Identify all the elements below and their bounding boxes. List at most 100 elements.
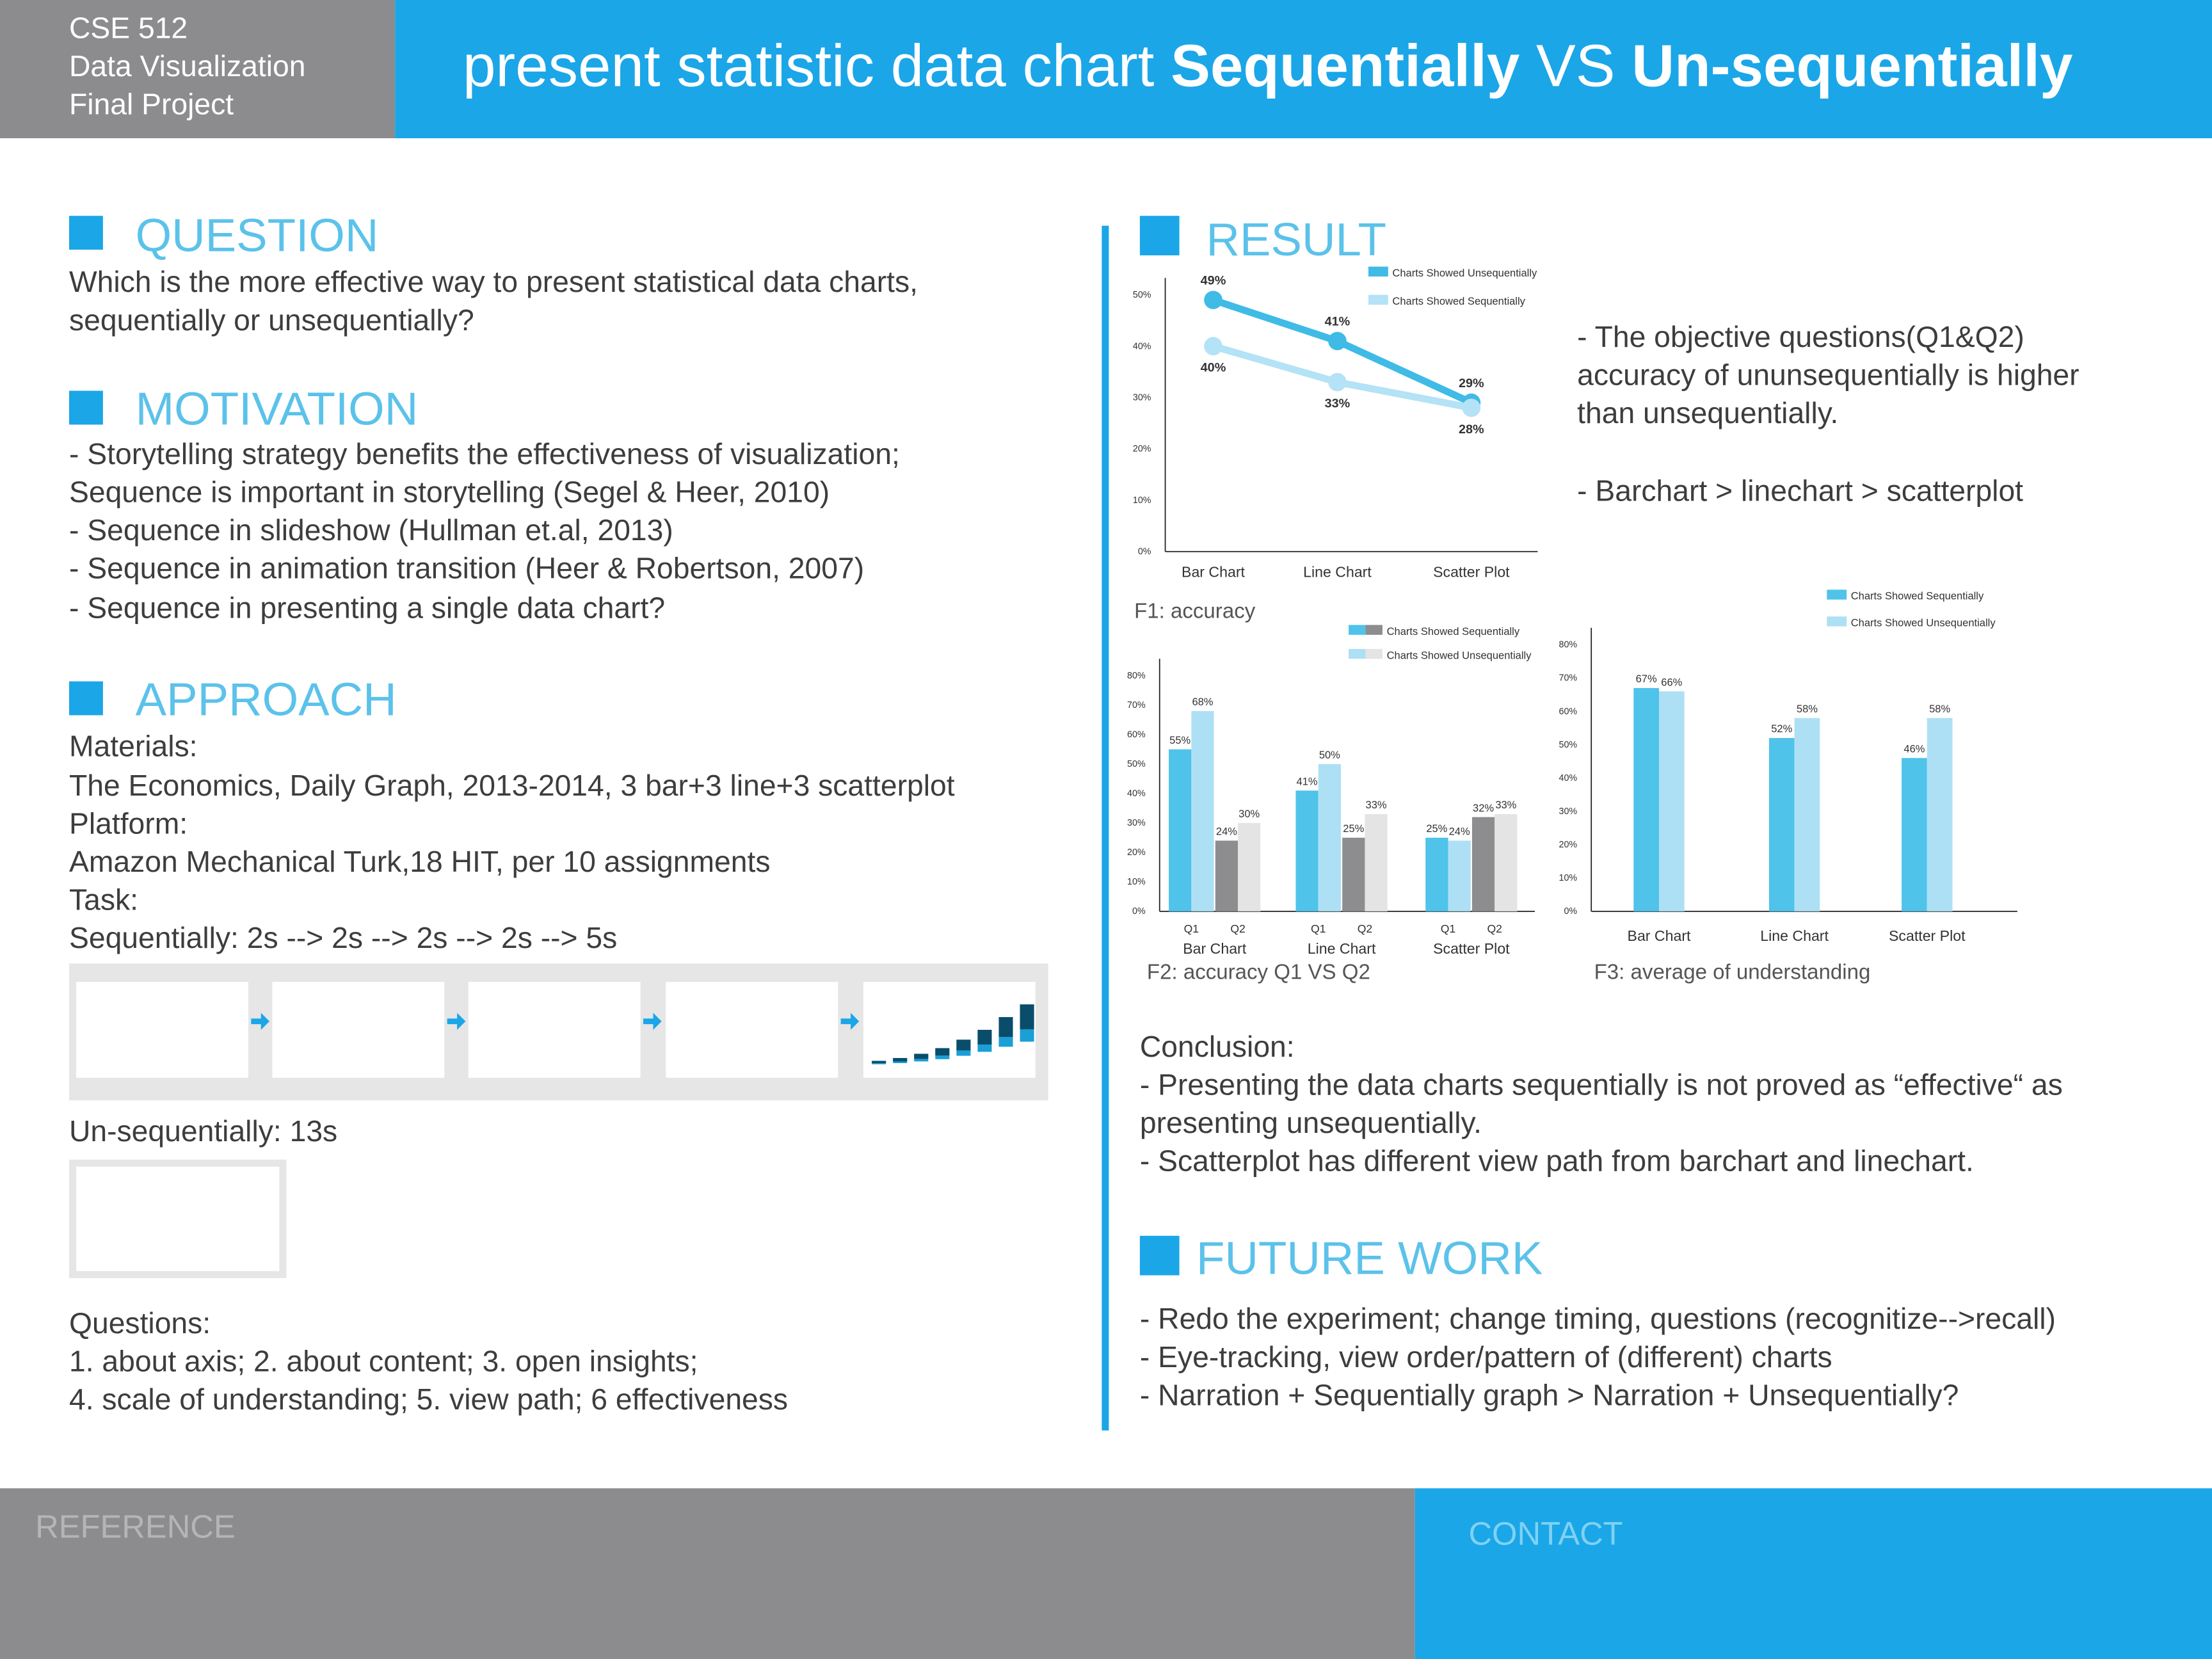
text-line: - Sequence in presenting a single data c…	[69, 591, 665, 624]
text-line: 1. about axis; 2. about content; 3. open…	[69, 1344, 698, 1377]
y-tick-label: 10%	[1559, 873, 1578, 883]
thumb-bar	[998, 1017, 1013, 1037]
value-label: 33%	[1366, 799, 1387, 811]
y-tick-label: 70%	[1559, 673, 1578, 684]
icon	[69, 216, 103, 250]
bar	[1927, 717, 1953, 911]
course: Final Project	[69, 88, 234, 121]
thumb-panel	[666, 982, 838, 1078]
divider	[1102, 225, 1109, 1431]
value-label: 50%	[1319, 749, 1340, 761]
y-tick-label: 0%	[1138, 547, 1151, 557]
y-tick-label: 60%	[1559, 707, 1578, 717]
thumb-panel	[272, 982, 445, 1078]
y-tick-label: 20%	[1559, 840, 1578, 850]
text-lines: Which is the more effective way to prese…	[35, 265, 2079, 1641]
value-label: 28%	[1459, 422, 1484, 437]
legend-label: Charts Showed Unsequentially	[1387, 649, 1532, 661]
arrow	[643, 1013, 662, 1030]
y-tick-label: 50%	[1127, 759, 1146, 769]
value-label: 24%	[1216, 826, 1237, 838]
y-tick-label: 60%	[1127, 730, 1146, 740]
x-tick-label: Bar Chart	[1182, 563, 1246, 580]
charts: 0% 10% 20% 30% 40% 50% Bar Chart Line Chart Scat…	[1127, 266, 2017, 984]
point	[1328, 332, 1347, 351]
sub-label: Q2	[1230, 922, 1246, 935]
bar	[1471, 817, 1495, 911]
caption: F1: accuracy	[1134, 599, 1256, 623]
course-box	[0, 0, 396, 138]
legend-swatch	[1368, 266, 1388, 276]
sub-label: Q1	[1184, 922, 1199, 935]
value-label: 41%	[1325, 315, 1350, 329]
y-tick-label: 40%	[1559, 773, 1578, 783]
legend-swatch	[1368, 294, 1388, 305]
legend-label: Charts Showed Sequentially	[1392, 295, 1525, 307]
title: present statistic data chart Sequentiall…	[463, 32, 2073, 99]
bar	[1342, 837, 1365, 911]
bar	[1768, 738, 1795, 911]
thumb-bar	[1020, 1004, 1034, 1030]
x-tick-label: Line Chart	[1308, 940, 1376, 957]
contact-heading: CONTACT	[1468, 1515, 1623, 1551]
x-tick-label: Bar Chart	[1628, 927, 1692, 944]
y-tick-label: 80%	[1127, 671, 1146, 681]
text-line: than unsequentially.	[1577, 396, 1838, 429]
arrow	[251, 1013, 269, 1030]
y-tick-label: 30%	[1559, 806, 1578, 817]
value-label: 55%	[1169, 734, 1190, 746]
value-label: 67%	[1636, 673, 1657, 685]
bar	[1365, 814, 1388, 911]
point	[1204, 291, 1222, 310]
thumb-bar	[893, 1058, 908, 1062]
y-tick-label: 10%	[1133, 495, 1151, 506]
value-label: 58%	[1929, 703, 1950, 715]
contact-box	[1415, 1488, 2212, 1659]
section-heading: MOTIVATION	[136, 383, 419, 435]
text-line: Task:	[69, 883, 138, 917]
bar	[1659, 691, 1685, 911]
sub-label: Q1	[1441, 922, 1456, 935]
y-tick-label: 50%	[1559, 740, 1578, 750]
section-heading: RESULT	[1206, 214, 1386, 266]
course: CSE 512	[69, 12, 188, 45]
sub-label: Q1	[1311, 922, 1326, 935]
text-line: Conclusion:	[1140, 1030, 1295, 1063]
bar	[1425, 837, 1448, 911]
value-label: 46%	[1903, 742, 1925, 755]
bar	[1902, 758, 1927, 911]
text-line: - Sequence in slideshow (Hullman et.al, …	[69, 513, 673, 547]
value-label: 33%	[1325, 397, 1350, 411]
thumb-panel	[76, 1166, 280, 1271]
title-part: Un-sequentially	[1631, 32, 2072, 99]
text-line: Amazon Mechanical Turk,18 HIT, per 10 as…	[69, 845, 770, 878]
thumb-bar	[872, 1061, 886, 1063]
thumb-bar	[977, 1029, 992, 1045]
text-line: - Barchart > linechart > scatterplot	[1577, 474, 2023, 507]
value-label: 40%	[1201, 361, 1226, 375]
legend-swatch	[1349, 648, 1366, 659]
value-label: 66%	[1661, 676, 1682, 688]
title-band	[395, 0, 2212, 138]
title-part: Sequentially	[1171, 32, 1519, 99]
point	[1328, 373, 1347, 392]
legend-swatch	[1365, 648, 1382, 659]
text-line: Questions:	[69, 1306, 211, 1340]
bar	[1495, 814, 1518, 911]
value-label: 58%	[1797, 703, 1818, 715]
text-line: Platform:	[69, 807, 188, 840]
text-line: Sequence is important in storytelling (S…	[69, 476, 830, 509]
text-line: sequentially or unsequentially?	[69, 303, 474, 337]
value-label: 32%	[1473, 802, 1494, 814]
value-label: 30%	[1238, 808, 1260, 820]
x-tick-label: Line Chart	[1303, 563, 1372, 580]
value-label: 25%	[1426, 822, 1447, 835]
legend-label: Charts Showed Sequentially	[1387, 625, 1520, 637]
point	[1462, 398, 1481, 417]
y-tick-label: 50%	[1133, 290, 1151, 300]
text-line: - Presenting the data charts sequentiall…	[1140, 1068, 2063, 1101]
legend-swatch	[1827, 589, 1847, 600]
text-line: - Eye-tracking, view order/pattern of (d…	[1140, 1340, 1832, 1374]
